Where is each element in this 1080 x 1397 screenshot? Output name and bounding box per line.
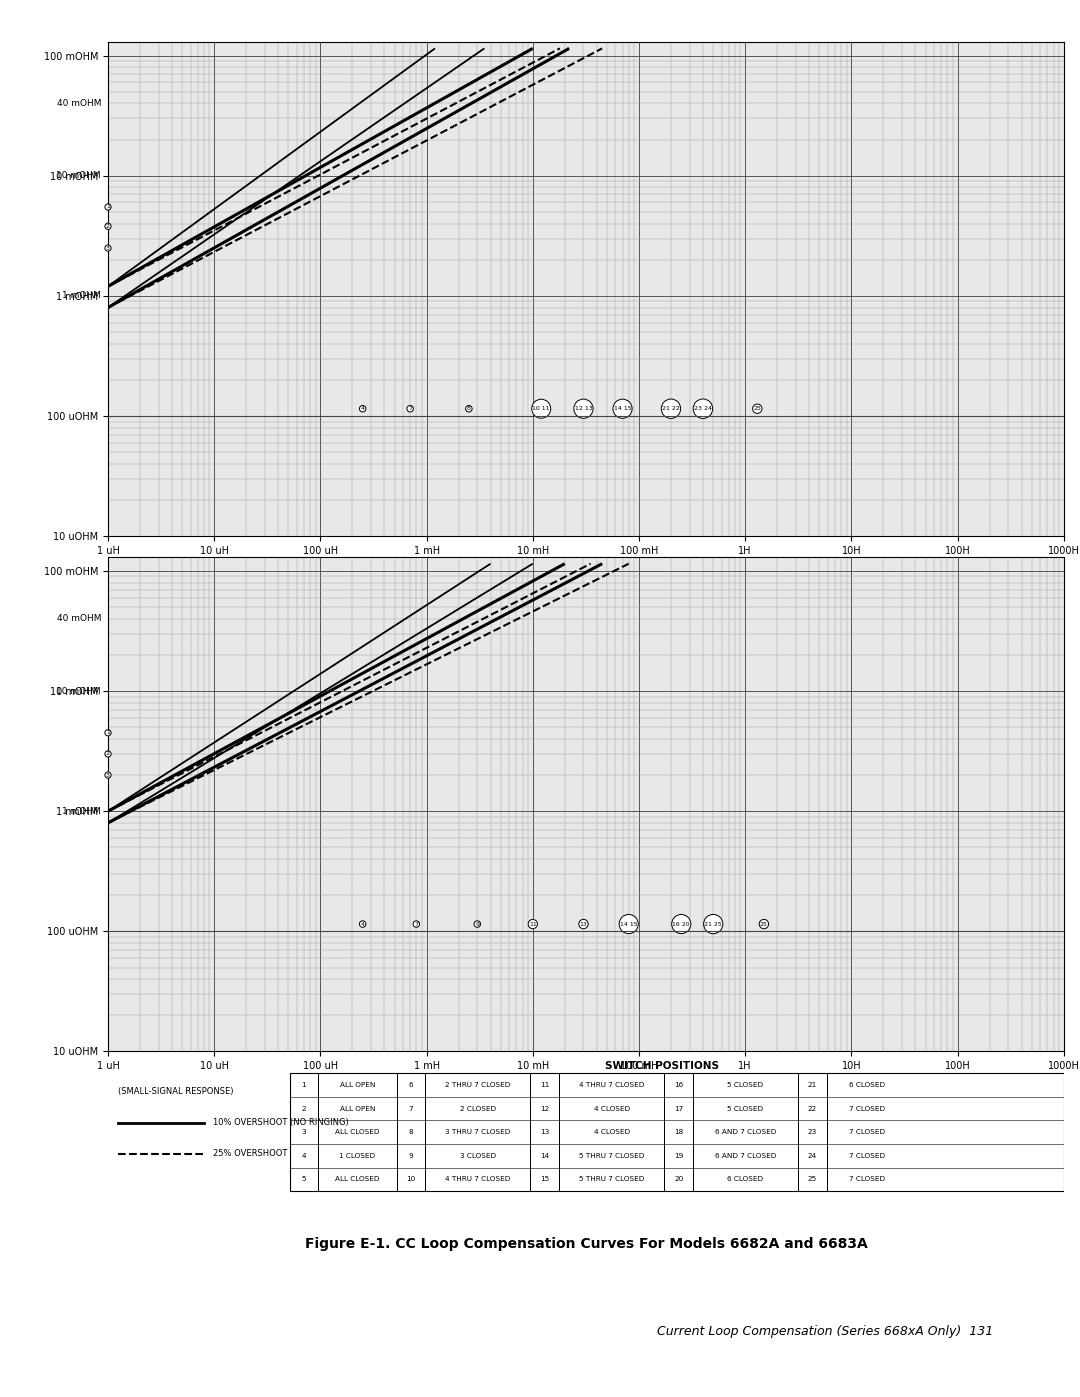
Text: 21 22: 21 22 [662, 407, 680, 411]
Y-axis label: LOAD RESISTANCE: LOAD RESISTANCE [0, 237, 2, 341]
Text: 6: 6 [408, 1083, 414, 1088]
Text: 6 CLOSED: 6 CLOSED [728, 1176, 764, 1182]
Text: 2 CLOSED: 2 CLOSED [460, 1105, 496, 1112]
Text: 14: 14 [540, 1153, 550, 1160]
Text: 3 THRU 7 CLOSED: 3 THRU 7 CLOSED [445, 1129, 511, 1136]
Text: 7 CLOSED: 7 CLOSED [849, 1105, 886, 1112]
Text: 10 mOHM: 10 mOHM [56, 172, 102, 180]
Text: 14 15: 14 15 [620, 922, 637, 926]
Text: 7: 7 [415, 922, 418, 926]
Text: 23: 23 [808, 1129, 818, 1136]
Text: 7: 7 [408, 407, 413, 411]
Text: 13: 13 [540, 1129, 550, 1136]
Text: 18: 18 [674, 1129, 684, 1136]
Text: 25: 25 [760, 922, 768, 926]
Text: 20: 20 [674, 1176, 684, 1182]
Text: 16: 16 [674, 1083, 684, 1088]
Text: 9: 9 [475, 922, 480, 926]
Text: 1 CLOSED: 1 CLOSED [339, 1153, 376, 1160]
Text: 25% OVERSHOOT: 25% OVERSHOOT [213, 1150, 287, 1158]
Text: 4: 4 [361, 922, 365, 926]
Text: 17: 17 [674, 1105, 684, 1112]
Text: 6 AND 7 CLOSED: 6 AND 7 CLOSED [715, 1129, 777, 1136]
X-axis label: LOAD INDUCTANCE: LOAD INDUCTANCE [532, 1076, 639, 1085]
Text: 16 20: 16 20 [673, 922, 690, 926]
Text: 10: 10 [406, 1176, 416, 1182]
Text: 7: 7 [408, 1105, 414, 1112]
Text: 6 CLOSED: 6 CLOSED [849, 1083, 886, 1088]
Text: 5 THRU 7 CLOSED: 5 THRU 7 CLOSED [579, 1176, 645, 1182]
Text: 5 CLOSED: 5 CLOSED [728, 1105, 764, 1112]
Text: Model 6683A: Model 6683A [525, 1112, 647, 1130]
Text: 10% OVERSHOOT (NO RINGING): 10% OVERSHOOT (NO RINGING) [213, 1119, 349, 1127]
Text: 5 CLOSED: 5 CLOSED [728, 1083, 764, 1088]
Text: 2: 2 [106, 224, 110, 229]
Text: 2: 2 [301, 1105, 307, 1112]
Text: 4: 4 [301, 1153, 307, 1160]
Text: SWITCH POSITIONS: SWITCH POSITIONS [606, 1060, 719, 1070]
Text: 3: 3 [301, 1129, 307, 1136]
Text: 8: 8 [467, 407, 471, 411]
Text: 13: 13 [580, 922, 588, 926]
Text: 5 THRU 7 CLOSED: 5 THRU 7 CLOSED [579, 1153, 645, 1160]
Text: 11: 11 [529, 922, 537, 926]
Text: 22: 22 [808, 1105, 818, 1112]
Text: 2: 2 [106, 752, 110, 756]
Bar [289, 1073, 1064, 1192]
Text: 19: 19 [674, 1153, 684, 1160]
Text: 24: 24 [808, 1153, 818, 1160]
Text: Model 6682A: Model 6682A [525, 597, 647, 615]
Text: 14 15: 14 15 [613, 407, 632, 411]
Text: 1 mOHM: 1 mOHM [63, 292, 102, 300]
Text: 8: 8 [408, 1129, 414, 1136]
Text: ALL CLOSED: ALL CLOSED [335, 1176, 380, 1182]
Text: 3 CLOSED: 3 CLOSED [460, 1153, 496, 1160]
Text: 23 24: 23 24 [694, 407, 712, 411]
Text: 21: 21 [808, 1083, 818, 1088]
Text: 40 mOHM: 40 mOHM [56, 99, 102, 108]
Text: 11: 11 [540, 1083, 550, 1088]
Text: (SMALL-SIGNAL RESPONSE): (SMALL-SIGNAL RESPONSE) [118, 1087, 233, 1097]
Text: 4 THRU 7 CLOSED: 4 THRU 7 CLOSED [445, 1176, 511, 1182]
Text: 10 mOHM: 10 mOHM [56, 686, 102, 696]
Text: 4 CLOSED: 4 CLOSED [594, 1105, 630, 1112]
Text: 21 25: 21 25 [704, 922, 723, 926]
Text: 25: 25 [754, 407, 761, 411]
Text: 1: 1 [301, 1083, 307, 1088]
Text: 4 THRU 7 CLOSED: 4 THRU 7 CLOSED [579, 1083, 645, 1088]
Text: Figure E-1. CC Loop Compensation Curves For Models 6682A and 6683A: Figure E-1. CC Loop Compensation Curves … [305, 1236, 867, 1252]
Text: 7 CLOSED: 7 CLOSED [849, 1129, 886, 1136]
Text: 2 THRU 7 CLOSED: 2 THRU 7 CLOSED [445, 1083, 511, 1088]
Text: 7 CLOSED: 7 CLOSED [849, 1176, 886, 1182]
Text: 40 mOHM: 40 mOHM [56, 615, 102, 623]
X-axis label: LOAD INDUCTANCE: LOAD INDUCTANCE [532, 560, 639, 570]
Text: 3: 3 [106, 246, 110, 250]
Text: 5: 5 [301, 1176, 307, 1182]
Text: 1 mOHM: 1 mOHM [63, 806, 102, 816]
Text: 1: 1 [106, 731, 110, 735]
Y-axis label: LOAD RESISTANCE: LOAD RESISTANCE [0, 753, 2, 856]
Text: 1: 1 [106, 204, 110, 210]
Text: 4: 4 [361, 407, 365, 411]
Text: ALL OPEN: ALL OPEN [340, 1105, 375, 1112]
Text: 9: 9 [408, 1153, 414, 1160]
Text: 12: 12 [540, 1105, 550, 1112]
Text: 7 CLOSED: 7 CLOSED [849, 1153, 886, 1160]
Text: 6 AND 7 CLOSED: 6 AND 7 CLOSED [715, 1153, 777, 1160]
Text: 15: 15 [540, 1176, 550, 1182]
Text: 25: 25 [808, 1176, 818, 1182]
Text: ALL OPEN: ALL OPEN [340, 1083, 375, 1088]
Text: 3: 3 [106, 773, 110, 778]
Text: Current Loop Compensation (Series 668xA Only)  131: Current Loop Compensation (Series 668xA … [657, 1324, 993, 1337]
Text: ALL CLOSED: ALL CLOSED [335, 1129, 380, 1136]
Text: 10 11: 10 11 [532, 407, 550, 411]
Text: 4 CLOSED: 4 CLOSED [594, 1129, 630, 1136]
Text: 12 13: 12 13 [575, 407, 592, 411]
